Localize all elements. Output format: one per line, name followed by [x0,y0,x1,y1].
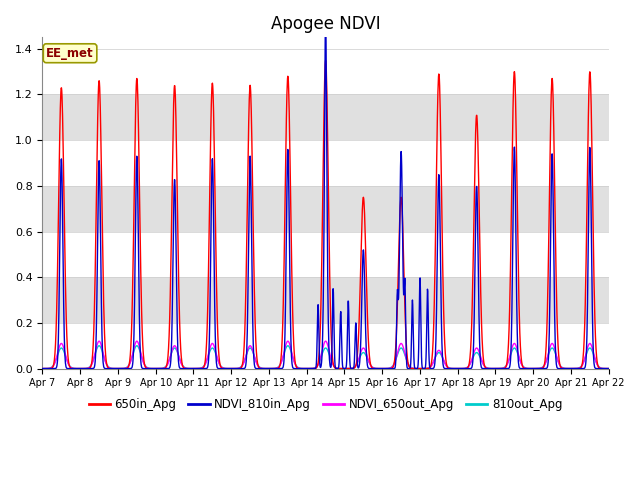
Title: Apogee NDVI: Apogee NDVI [271,15,380,33]
Text: EE_met: EE_met [46,47,94,60]
Bar [42,95,609,140]
Legend: 650in_Apg, NDVI_810in_Apg, NDVI_650out_Apg, 810out_Apg: 650in_Apg, NDVI_810in_Apg, NDVI_650out_A… [84,393,568,416]
Bar [42,277,609,323]
Bar [42,186,609,231]
